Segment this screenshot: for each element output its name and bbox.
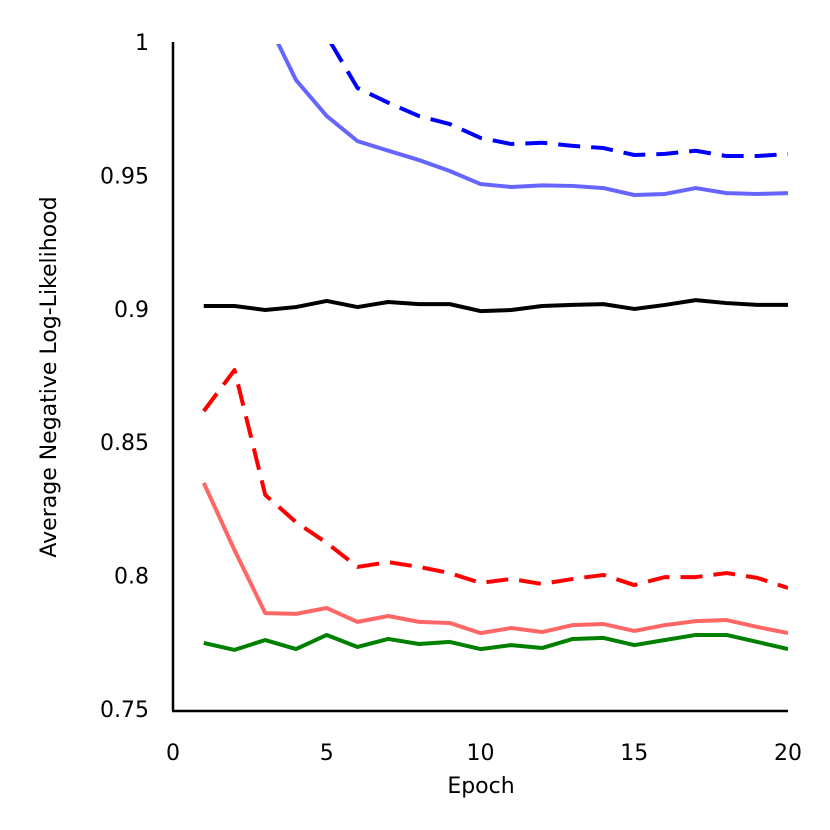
y-tick-label: 0.95 [100,164,149,189]
series-line [203,298,788,314]
y-tick-label: 0.9 [114,298,149,323]
x-axis-label: Epoch [447,774,514,799]
x-tick-label: 5 [320,741,334,766]
y-tick-label: 0.85 [100,431,149,456]
y-axis-label: Average Negative Log-Likelihood [37,196,62,557]
series-line [203,632,788,652]
series-line [202,368,788,590]
y-tick-label: 0.75 [100,698,149,723]
series-line [329,44,788,159]
x-tick-label: 0 [166,741,180,766]
x-tick-label: 15 [620,741,648,766]
plot-area [201,44,788,652]
series-line [276,44,788,198]
y-tick-label: 0.8 [114,565,149,590]
y-tick-label: 1 [135,31,149,56]
series-line [201,482,788,636]
x-tick-label: 20 [774,741,802,766]
x-tick-label: 10 [467,741,495,766]
